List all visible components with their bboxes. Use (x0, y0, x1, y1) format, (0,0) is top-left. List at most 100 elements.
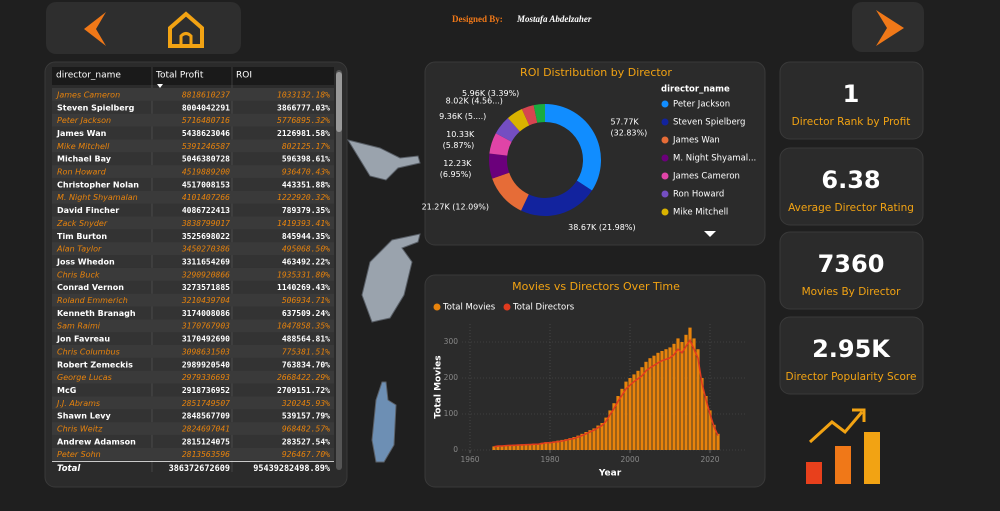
table-row-bg (52, 216, 334, 230)
bar (536, 443, 540, 450)
table-total: Total (57, 464, 81, 474)
y-tick-label: 200 (444, 373, 459, 382)
table-row-bg (52, 203, 334, 217)
table-cell: 1935331.80% (277, 270, 330, 279)
legend-marker (661, 100, 669, 108)
table-cell: David Fincher (57, 206, 119, 215)
bar (652, 355, 656, 450)
table-row-bg (52, 255, 334, 268)
table-total: 95439282498.89% (253, 464, 331, 474)
scrollbar-thumb[interactable] (336, 72, 342, 132)
table-cell: Chris Weitz (57, 425, 103, 434)
table-cell: Peter Jackson (57, 116, 111, 125)
bar (636, 370, 640, 450)
credit-label: Designed By: (452, 14, 503, 24)
back-button[interactable] (84, 12, 106, 46)
legend-label[interactable]: Peter Jackson (673, 100, 730, 110)
slice-label: 9.36K (5....) (439, 112, 486, 121)
table-cell: 1033132.18% (277, 90, 330, 99)
table-cell: Zack Snyder (56, 219, 108, 228)
table-cell: Tim Burton (57, 232, 107, 241)
bar (500, 445, 504, 450)
table-cell: 5716480716 (182, 116, 230, 125)
table-row-bg (52, 88, 334, 101)
slice-label: 10.33K (5.87%) (443, 129, 475, 149)
legend-label[interactable]: Total Directors (512, 303, 575, 313)
table-row-bg (52, 280, 334, 294)
legend-label[interactable]: James Wan (672, 136, 720, 146)
table-row-bg (52, 422, 334, 435)
table-row-bg (52, 229, 334, 243)
kpi-value: 1 (843, 80, 860, 108)
bar (532, 443, 536, 450)
table-cell: 3174008086 (182, 309, 230, 318)
x-tick-label: 1980 (540, 455, 559, 464)
bar (708, 410, 712, 450)
table-cell: James Wan (56, 129, 107, 138)
table-cell: 539157.79% (282, 412, 330, 421)
slice-label: 12.23K (6.95%) (440, 158, 472, 178)
legend-marker (661, 208, 669, 216)
table-cell: 8818610237 (182, 90, 230, 99)
legend-label[interactable]: James Cameron (672, 172, 740, 182)
table-cell: 637509.24% (282, 309, 330, 318)
table-cell: 2668422.29% (277, 373, 330, 382)
legend-marker (661, 172, 669, 180)
slice-label: 57.77K (32.83%) (611, 117, 648, 137)
table-cell: 596398.61% (282, 155, 330, 164)
chart-title: ROI Distribution by Director (520, 66, 672, 79)
table-cell: 802125.17% (282, 142, 330, 151)
home-button[interactable] (168, 11, 204, 48)
y-tick-label: 0 (453, 445, 458, 454)
bar (700, 378, 704, 450)
bar (692, 338, 696, 450)
bar (540, 442, 544, 450)
bar (600, 423, 604, 450)
table-cell: 1047858.35% (277, 322, 330, 331)
bar (504, 445, 508, 450)
bar (716, 433, 720, 450)
bar (608, 410, 612, 450)
table-cell: 495068.50% (282, 245, 330, 254)
table-cell: 3838799017 (181, 219, 230, 228)
bar (516, 444, 520, 450)
sort-indicator (157, 84, 163, 88)
table-cell: 3866777.03% (277, 103, 330, 112)
bar (688, 327, 692, 450)
donut-slice (507, 109, 530, 132)
table-cell: 3170492690 (182, 335, 230, 344)
table-cell: Alan Taylor (56, 245, 102, 254)
table-row-bg (52, 100, 334, 114)
legend-marker (433, 303, 441, 311)
x-tick-label: 2000 (620, 455, 639, 464)
kpi-value: 6.38 (821, 166, 880, 194)
chart-title: Movies vs Directors Over Time (512, 280, 680, 293)
legend-label[interactable]: Total Movies (442, 303, 496, 313)
column-header: Total Profit (155, 71, 204, 81)
legend-label[interactable]: Mike Mitchell (673, 208, 728, 218)
legend-label[interactable]: M. Night Shyamal... (673, 154, 756, 164)
scrollbar[interactable] (336, 70, 342, 470)
table-cell: 936470.43% (282, 168, 330, 177)
next-button[interactable] (876, 10, 904, 46)
table-cell: 845944.35% (282, 232, 330, 241)
kpi-label: Director Rank by Profit (792, 116, 911, 128)
table-cell: M. Night Shyamalan (57, 193, 138, 202)
table-cell: George Lucas (57, 373, 112, 382)
table-row-bg (52, 113, 334, 127)
bar (664, 349, 668, 450)
bar (576, 435, 580, 450)
table-cell: 5391246587 (182, 142, 230, 151)
table-total: 386372672609 (169, 464, 230, 474)
table-cell: Kenneth Branagh (57, 309, 136, 318)
table-cell: Chris Columbus (57, 347, 120, 356)
legend-label[interactable]: Steven Spielberg (673, 118, 745, 128)
table-cell: 320245.93% (281, 399, 330, 408)
x-axis-title: Year (598, 469, 622, 479)
slice-label: 21.27K (12.09%) (422, 202, 489, 211)
legend-scroll[interactable] (704, 231, 716, 237)
kpi-value: 7360 (818, 250, 885, 278)
bar (712, 424, 716, 450)
legend-label[interactable]: Ron Howard (673, 190, 724, 200)
